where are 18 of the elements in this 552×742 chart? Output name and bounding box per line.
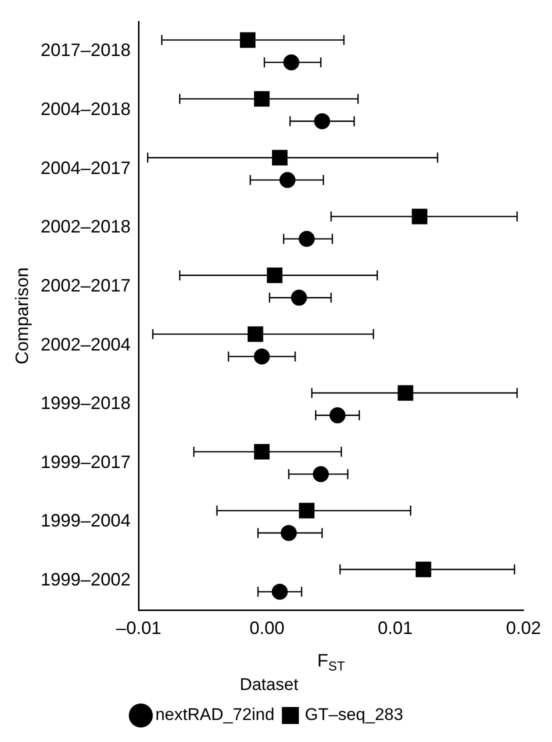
y-tick-label: 1999–2017 — [40, 452, 131, 472]
y-tick-label: 2002–2017 — [40, 275, 131, 296]
x-tick-label: 0.02 — [506, 618, 542, 638]
y-tick-label: 2017–2018 — [40, 40, 131, 60]
legend-label: nextRAD_72ind — [155, 705, 274, 724]
y-tick-label: 1999–2002 — [40, 570, 131, 590]
y-tick-label: 1999–2004 — [40, 510, 131, 531]
y-tick-label: 2002–2004 — [40, 334, 131, 354]
legend-title: Dataset — [240, 674, 299, 694]
y-tick-label: 2004–2018 — [40, 99, 131, 119]
legend-label: GT–seq_283 — [304, 705, 404, 724]
x-tick-label: 0.01 — [378, 618, 413, 638]
x-tick-label: 0.00 — [249, 618, 284, 638]
y-axis-title: Comparison — [12, 267, 32, 364]
y-tick-label: 2002–2018 — [40, 216, 131, 237]
y-tick-label: 2004–2017 — [40, 158, 131, 178]
y-tick-label: 1999–2018 — [40, 393, 131, 414]
x-tick-label: –0.01 — [116, 618, 162, 638]
